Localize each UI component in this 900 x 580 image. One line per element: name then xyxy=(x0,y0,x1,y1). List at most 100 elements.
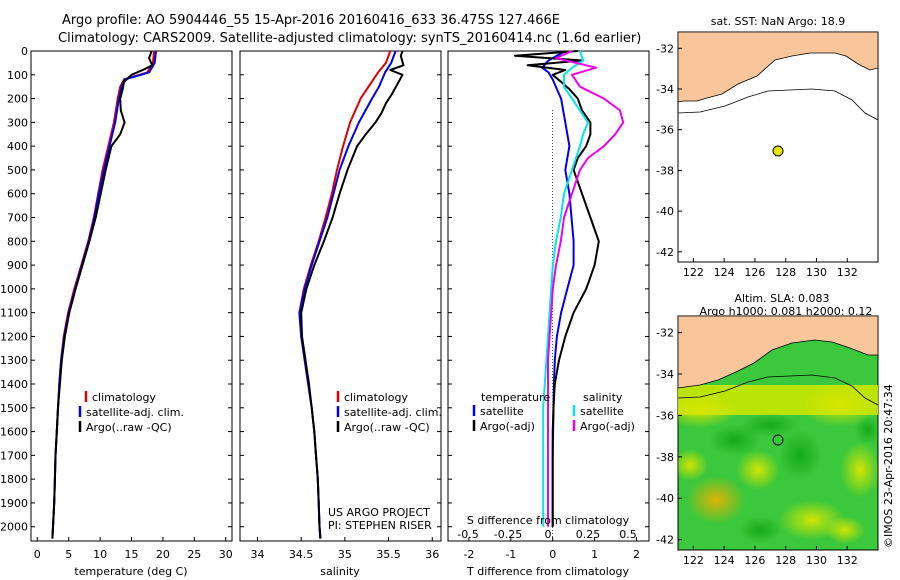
sla-blob xyxy=(778,429,822,481)
x-tick-label: 0 xyxy=(34,548,41,561)
lon-tick-label: 132 xyxy=(837,554,858,567)
lon-tick-label: 126 xyxy=(744,266,765,279)
depth-tick-label: 900 xyxy=(7,259,28,272)
sla-blob xyxy=(738,516,782,544)
legend-climatology: climatology xyxy=(92,391,156,404)
depth-tick-label: 700 xyxy=(7,212,28,225)
salinity-legend: climatology satellite-adj. clim. Argo(..… xyxy=(336,391,442,434)
depth-tick-label: 1400 xyxy=(0,378,28,391)
x-tick-label: 34 xyxy=(250,548,264,561)
x-tick-label: 36 xyxy=(425,548,439,561)
depth-tick-label: 800 xyxy=(7,235,28,248)
difference-plot: -2 -1 0 1 2 -0.5 -0.25 0 0.25 0.5 xyxy=(457,50,640,561)
series-line-argoadj xyxy=(514,50,600,527)
x-tick-label: 20 xyxy=(156,548,170,561)
salinity-xlabel: salinity xyxy=(320,565,360,578)
lat-tick-label: -40 xyxy=(656,205,674,218)
lat-tick-label: -36 xyxy=(656,124,674,137)
project-credit: US ARGO PROJECT xyxy=(328,506,430,519)
lon-tick-label: 128 xyxy=(775,554,796,567)
x-tick-label: 35.5 xyxy=(376,548,401,561)
depth-tick-label: 1200 xyxy=(0,330,28,343)
land-australia xyxy=(678,316,878,389)
sla-blob xyxy=(740,413,800,437)
lon-tick-label: 122 xyxy=(683,266,704,279)
depth-tick-label: 1700 xyxy=(0,449,28,462)
depth-tick-label: 400 xyxy=(7,140,28,153)
temperature-plot: 0 5 10 15 20 25 30 xyxy=(34,50,233,561)
depth-tick-label: 2000 xyxy=(0,521,28,534)
x-tick-label: -2 xyxy=(463,548,474,561)
x-tick-label: 0 xyxy=(549,548,556,561)
sla-blob xyxy=(800,383,878,427)
lat-tick-label: -40 xyxy=(656,492,674,505)
x-tick-label: 35 xyxy=(338,548,352,561)
header-line-2: Climatology: CARS2009. Satellite-adjuste… xyxy=(58,31,641,46)
map1-axes: 122 124 126 128 130 132 -32 -34 -36 -38 -40 -42 xyxy=(656,42,858,279)
lon-tick-label: 130 xyxy=(806,266,827,279)
temperature-xlabel: temperature (deg C) xyxy=(74,565,187,578)
t-difference-xlabel: T difference from climatology xyxy=(466,565,629,578)
lon-tick-label: 132 xyxy=(837,266,858,279)
legend-s-argo: Argo(-adj) xyxy=(580,420,635,433)
depth-tick-label: 100 xyxy=(7,69,28,82)
depth-tick-label: 1500 xyxy=(0,402,28,415)
sla-blob xyxy=(678,392,738,428)
x-tick-label: 2 xyxy=(633,548,640,561)
legend-satellite: satellite-adj. clim. xyxy=(344,406,442,419)
lon-tick-label: 124 xyxy=(714,554,735,567)
pi-credit: PI: STEPHEN RISER xyxy=(328,519,432,532)
depth-tick-label: 1900 xyxy=(0,497,28,510)
series-line-argorawqc xyxy=(51,50,154,539)
legend-argo: Argo(..raw -QC) xyxy=(86,421,172,434)
x-tick-label: 25 xyxy=(187,548,201,561)
x2-tick-label: 0 xyxy=(545,528,552,541)
argo-float-marker xyxy=(772,145,784,157)
lat-tick-label: -42 xyxy=(656,246,674,259)
map2-subtitle: Argo h1000: 0.081 h2000: 0.12 xyxy=(700,305,873,318)
lat-tick-label: -32 xyxy=(656,327,674,340)
lat-tick-label: -38 xyxy=(656,451,674,464)
x2-tick-label: 0.5 xyxy=(619,528,637,541)
contour-line xyxy=(677,88,879,121)
sla-blob xyxy=(678,449,708,481)
series-line-satellite xyxy=(542,50,589,527)
series-line-argorawqc xyxy=(300,50,405,539)
lon-tick-label: 122 xyxy=(683,554,704,567)
x2-tick-label: -0.5 xyxy=(457,528,478,541)
depth-tick-label: 1600 xyxy=(0,426,28,439)
lat-tick-label: -34 xyxy=(656,83,674,96)
s-difference-xlabel: S difference from climatology xyxy=(467,514,630,527)
map1-title: sat. SST: NaN Argo: 18.9 xyxy=(711,15,845,28)
temperature-panel xyxy=(30,50,233,542)
land-australia xyxy=(677,31,879,103)
x-tick-label: 10 xyxy=(93,548,107,561)
sla-blob xyxy=(825,516,865,544)
lat-tick-label: -32 xyxy=(656,42,674,55)
depth-axis: 0 100 200 300 400 500 600 700 800 900 1000 1100 1200… xyxy=(0,45,649,534)
salinity-plot: 34 34.5 35 35.5 36 xyxy=(250,50,439,561)
map2-axes: 122 124 126 128 130 132 -32 -34 -36 -38 -40 -42 xyxy=(656,327,858,567)
contour-line xyxy=(678,374,878,406)
x2-tick-label: -0.25 xyxy=(494,528,522,541)
legend-title-temperature: temperature xyxy=(481,391,550,404)
depth-tick-label: 0 xyxy=(21,45,28,58)
x-tick-label: 30 xyxy=(219,548,233,561)
legend-t-argo: Argo(-adj) xyxy=(480,420,535,433)
lon-tick-label: 128 xyxy=(775,266,796,279)
legend-s-satellite: satellite xyxy=(580,405,624,418)
x-tick-label: 1 xyxy=(591,548,598,561)
x2-tick-label: 0.25 xyxy=(576,528,601,541)
depth-tick-label: 1000 xyxy=(0,283,28,296)
x-tick-label: -1 xyxy=(505,548,516,561)
temperature-legend: climatology satellite-adj. clim. Argo(..… xyxy=(78,391,184,434)
x-tick-label: 5 xyxy=(65,548,72,561)
x-tick-label: 15 xyxy=(125,548,139,561)
sla-blob xyxy=(736,450,780,490)
sla-blob xyxy=(840,442,878,498)
depth-tick-label: 1100 xyxy=(0,307,28,320)
sla-blob xyxy=(686,476,746,524)
lon-tick-label: 126 xyxy=(744,554,765,567)
legend-climatology: climatology xyxy=(344,391,408,404)
